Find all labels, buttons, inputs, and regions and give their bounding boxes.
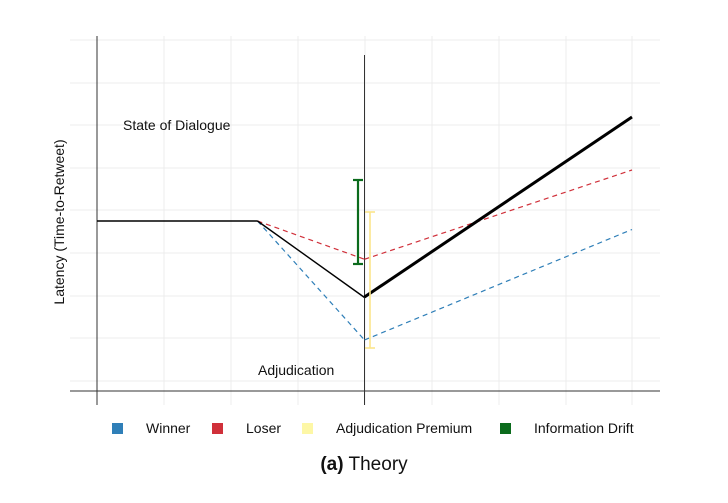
legend-label: Loser: [246, 420, 281, 436]
brackets: [353, 178, 375, 349]
winner-line-pre: [257, 220, 365, 341]
loser-line-pre: [257, 220, 365, 260]
adjudication-label: Adjudication: [258, 362, 334, 378]
main-line-pre: [257, 220, 365, 299]
winner-line-post: [364, 228, 633, 341]
series-lines: [97, 115, 633, 341]
legend-item: Winner: [112, 420, 191, 436]
legend-item: Information Drift: [500, 420, 634, 436]
state-of-dialogue-label: State of Dialogue: [123, 117, 231, 133]
legend: Winner Loser Adjudication Premium Informati…: [112, 420, 634, 436]
legend-label: Winner: [146, 420, 191, 436]
legend-item: Loser: [212, 420, 281, 436]
legend-swatch: [500, 423, 511, 434]
caption-text: Theory: [343, 454, 408, 475]
y-axis-title: Latency (Time-to-Retweet): [51, 139, 67, 304]
annotation-labels: State of Dialogue Adjudication: [123, 117, 334, 378]
legend-label: Information Drift: [534, 420, 634, 436]
caption-label: (a): [320, 454, 344, 475]
y-axis-title-group: Latency (Time-to-Retweet): [51, 139, 67, 304]
information-drift-bracket: [353, 178, 363, 266]
figure-caption: (a) Theory: [0, 454, 728, 476]
legend-item: Adjudication Premium: [302, 420, 472, 436]
loser-line-post: [364, 169, 633, 260]
legend-swatch: [112, 423, 123, 434]
legend-swatch: [212, 423, 223, 434]
legend-swatch: [302, 423, 313, 434]
adjudication-premium-bracket: [365, 211, 375, 349]
legend-label: Adjudication Premium: [336, 420, 472, 436]
main-line-post: [363, 115, 633, 299]
